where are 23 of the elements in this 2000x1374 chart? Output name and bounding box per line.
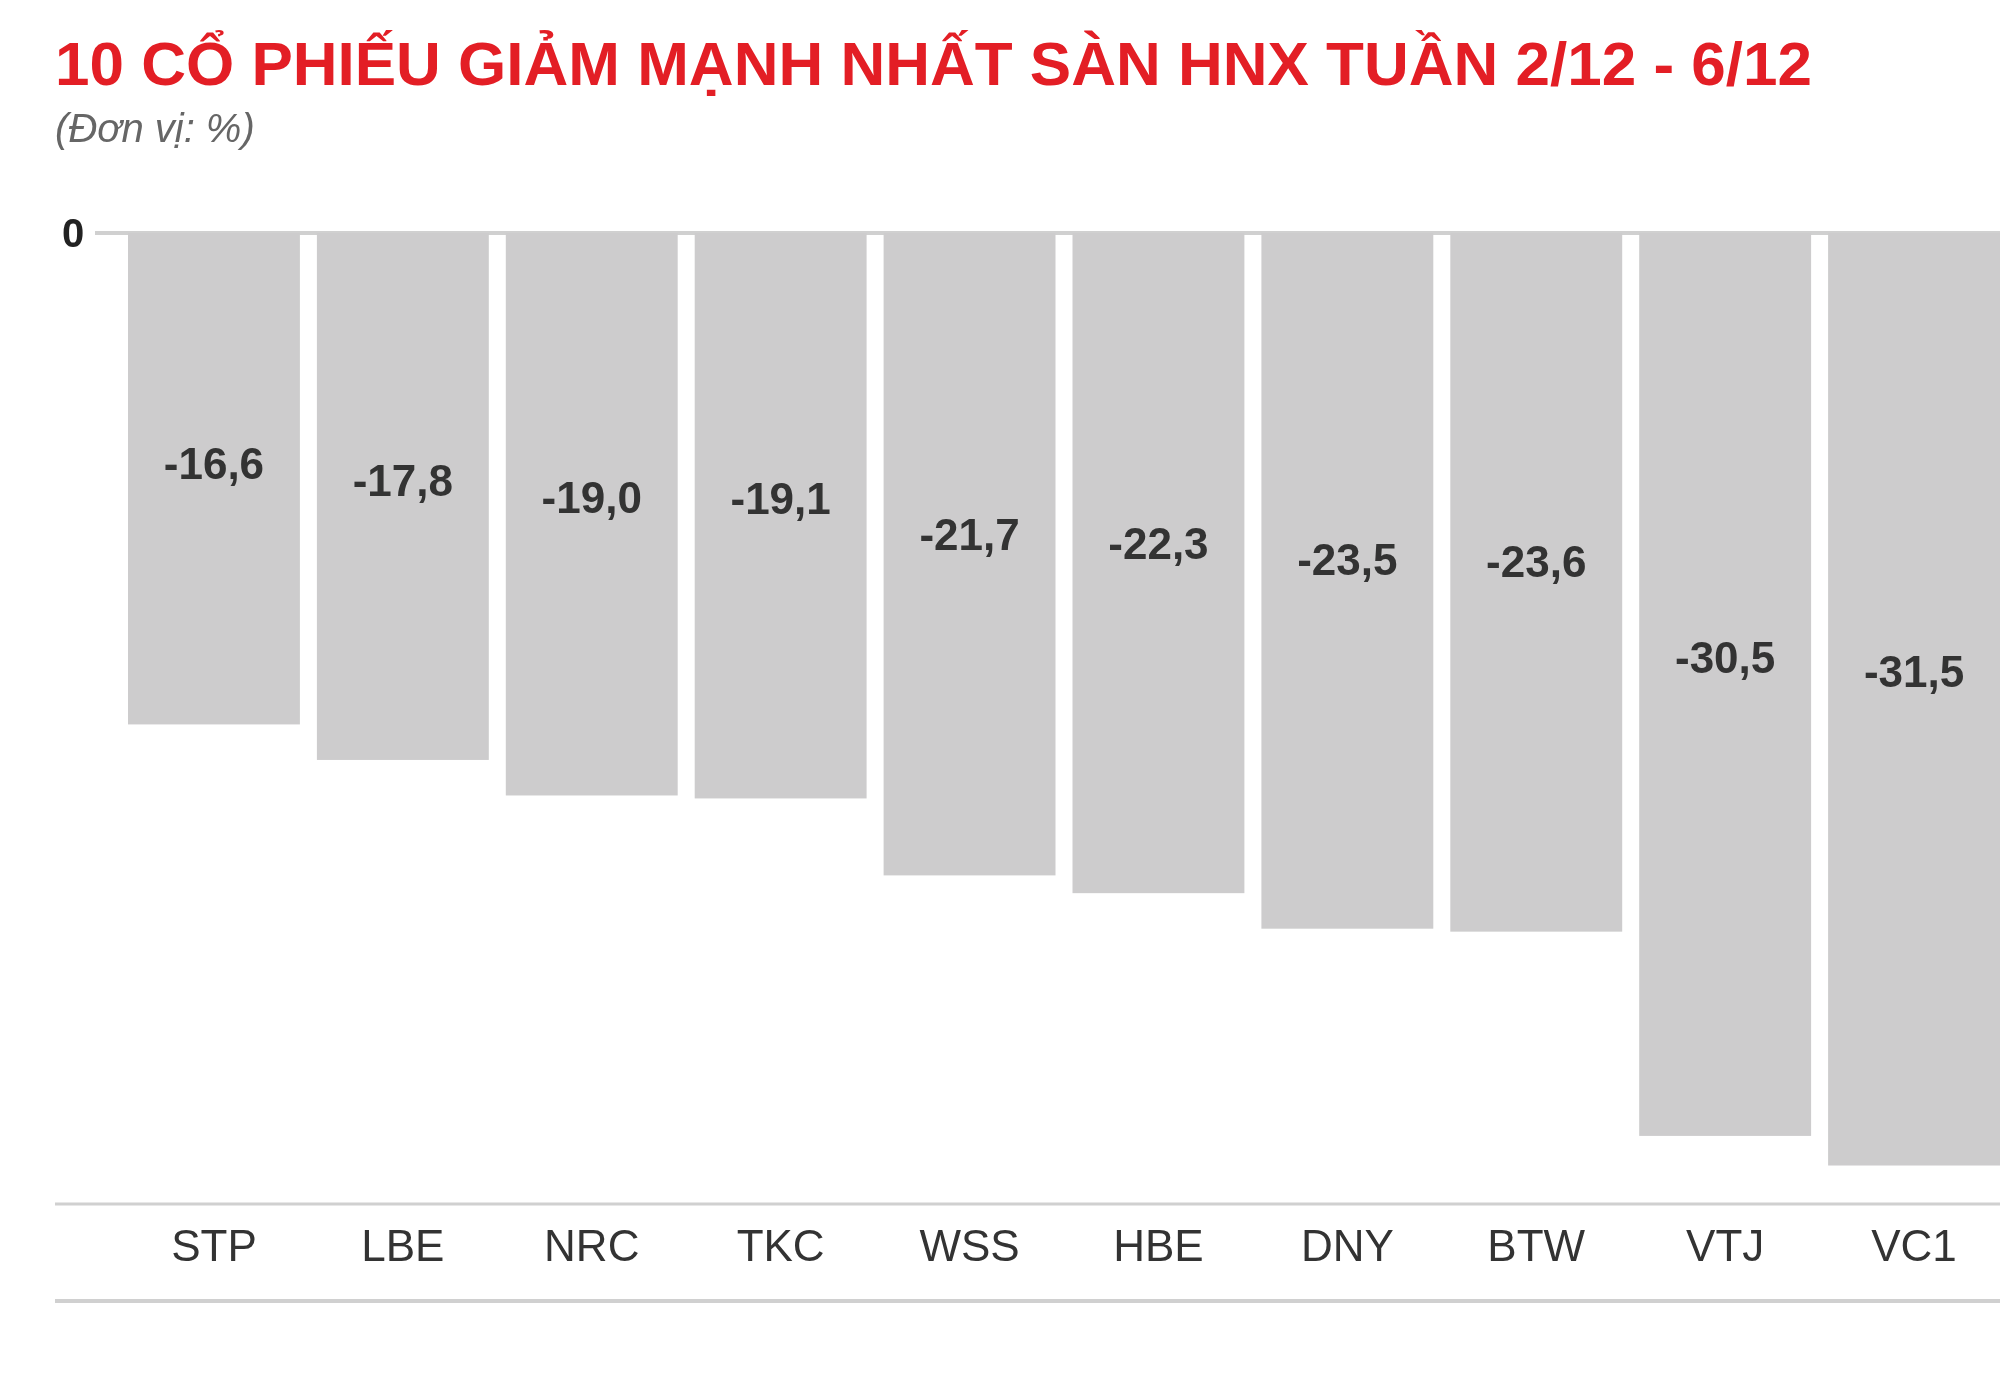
x-tick-label: WSS xyxy=(919,1221,1020,1271)
data-label: -23,5 xyxy=(1297,535,1398,585)
ref-line-label: 0 xyxy=(61,211,85,255)
data-label: -19,0 xyxy=(541,472,642,522)
data-label: -30,5 xyxy=(1675,632,1776,682)
chart-subtitle: (Đơn vị: %) xyxy=(55,106,255,150)
data-label: -17,8 xyxy=(352,456,453,506)
x-tick-label: STP xyxy=(171,1221,257,1271)
x-tick-label: NRC xyxy=(544,1221,640,1271)
data-label: -19,1 xyxy=(730,474,831,524)
data-label: -21,7 xyxy=(919,510,1020,560)
data-label: -16,6 xyxy=(163,439,265,489)
x-tick-label: DNY xyxy=(1300,1221,1394,1271)
chart-title: 10 CỔ PHIẾU GIẢM MẠNH NHẤT SÀN HNX TUẦN 2/12 - 6/12 xyxy=(55,29,1812,98)
x-tick-label: VC1 xyxy=(1871,1221,1957,1271)
x-tick-label: VTJ xyxy=(1686,1221,1765,1271)
x-tick-label: LBE xyxy=(361,1221,445,1271)
x-tick-label: BTW xyxy=(1487,1221,1586,1271)
data-label: -31,5 xyxy=(1863,646,1965,696)
data-label: -22,3 xyxy=(1108,518,1209,568)
x-tick-label: HBE xyxy=(1113,1221,1204,1271)
x-tick-label: TKC xyxy=(736,1221,825,1271)
data-label: -23,6 xyxy=(1486,536,1587,586)
